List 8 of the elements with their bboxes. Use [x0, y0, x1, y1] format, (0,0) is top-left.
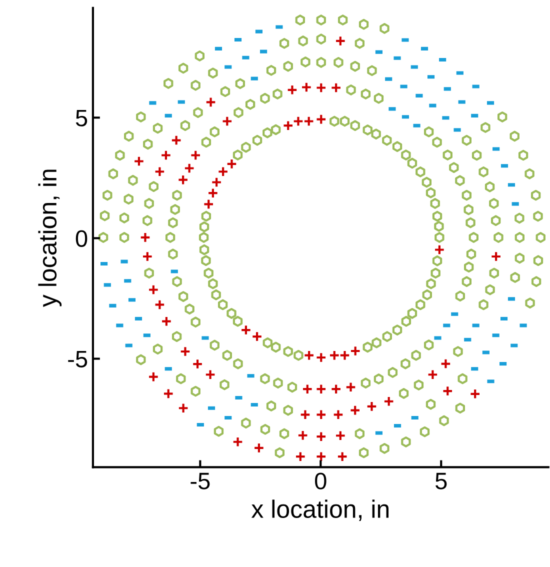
y-tick-label: 0: [76, 230, 88, 247]
y-tick-label: 5: [76, 110, 88, 126]
x-tick-label: -5: [190, 472, 210, 490]
y-tick-label: -5: [68, 351, 88, 368]
x-tick-label: 0: [315, 472, 326, 490]
y-axis-title: y location, in: [38, 170, 62, 307]
x-axis-title: x location, in: [251, 500, 389, 521]
x-tick-label: 5: [436, 472, 447, 490]
